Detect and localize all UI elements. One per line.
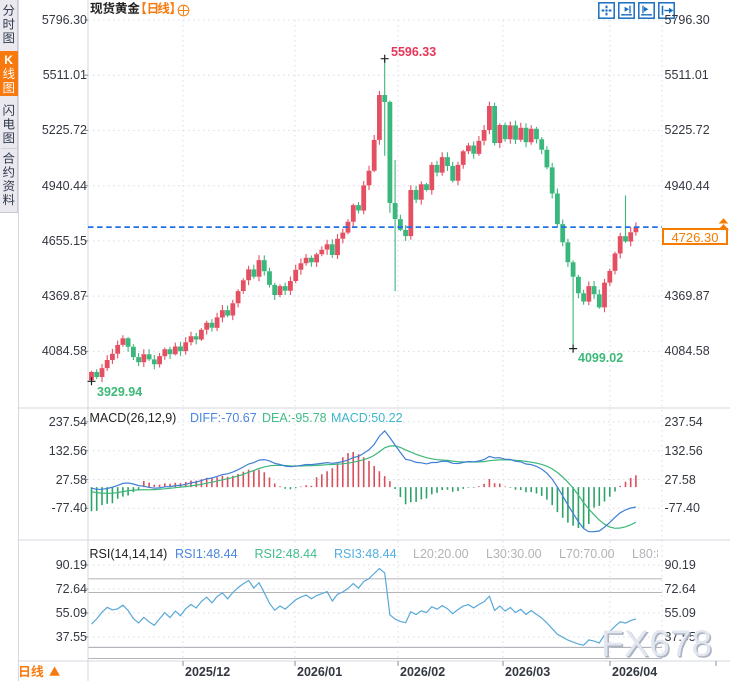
svg-text:K: K bbox=[4, 53, 13, 67]
